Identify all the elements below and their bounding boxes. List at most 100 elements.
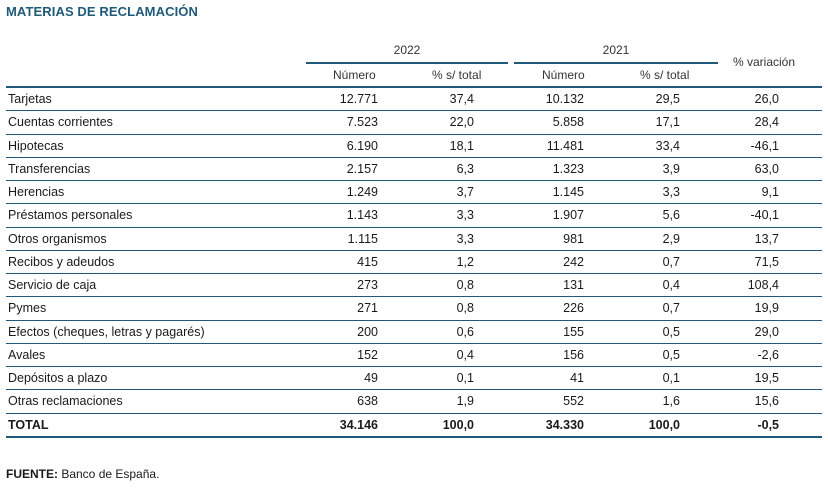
- cell-pct-2021: 0,4: [662, 278, 680, 292]
- cell-pct-2022: 3,3: [456, 231, 474, 246]
- cell-numero-2021: 5.858: [552, 115, 584, 130]
- cell-pct-2021: 0,1: [662, 371, 680, 385]
- cell-pct-2021: 17,1: [655, 115, 680, 130]
- cell-variacion: 26,0: [754, 92, 779, 106]
- cell-numero-2022: 49: [364, 371, 378, 385]
- cell-pct-2022: 0,4: [456, 347, 474, 362]
- cell-numero-2022: 7.523: [346, 115, 378, 130]
- cell-variacion: 29,0: [754, 324, 779, 339]
- cell-pct-2022: 3,3: [456, 208, 474, 223]
- cell-numero-2022: 1.143: [346, 208, 378, 223]
- row-label: Recibos y adeudos: [8, 254, 115, 269]
- cell-pct-2022: 6,3: [456, 161, 474, 176]
- table-row: Tarjetas 12.771 37,4 10.132 29,5 26,0: [6, 88, 822, 112]
- total-variacion: -0,5: [757, 417, 779, 432]
- cell-pct-2021: 0,5: [662, 324, 680, 339]
- cell-variacion: 9,1: [761, 185, 779, 199]
- table-row: Hipotecas 6.190 18,1 11.481 33,4 -46,1: [6, 135, 822, 158]
- cell-variacion: 19,5: [754, 371, 779, 385]
- cell-variacion: -40,1: [750, 208, 780, 223]
- cell-numero-2021: 155: [563, 324, 584, 339]
- source-label: FUENTE:: [6, 467, 58, 481]
- table-row: Recibos y adeudos 415 1,2 242 0,7 71,5: [6, 251, 822, 274]
- total-pct-2022: 100,0: [442, 417, 474, 432]
- header-year-2021: 2021: [602, 43, 630, 57]
- row-label: Pymes: [8, 301, 47, 316]
- cell-pct-2022: 0,6: [456, 324, 474, 339]
- cell-pct-2022: 1,2: [456, 254, 474, 269]
- cell-numero-2022: 6.190: [346, 138, 378, 153]
- table-top-rule: [6, 86, 822, 88]
- total-numero-2021: 34.330: [545, 417, 584, 432]
- cell-numero-2022: 638: [357, 394, 378, 409]
- table-row: Cuentas corrientes 7.523 22,0 5.858 17,1 28,4: [6, 111, 822, 135]
- cell-numero-2021: 242: [563, 254, 584, 269]
- table-row: Avales 152 0,4 156 0,5 -2,6: [6, 344, 822, 367]
- table-row: Herencias 1.249 3,7 1.145 3,3 9,1: [6, 181, 822, 205]
- row-label: Otras reclamaciones: [8, 394, 123, 409]
- cell-variacion: 108,4: [747, 278, 779, 292]
- table-row: Otros organismos 1.115 3,3 981 2,9 13,7: [6, 228, 822, 251]
- row-label: Hipotecas: [8, 138, 64, 153]
- cell-numero-2021: 131: [563, 278, 584, 292]
- table-body: Tarjetas 12.771 37,4 10.132 29,5 26,0 Cuentas…: [6, 88, 822, 438]
- source-text: Banco de España.: [58, 467, 160, 481]
- table-title: MATERIAS DE RECLAMACIÓN: [6, 4, 198, 19]
- total-row: TOTAL 34.146 100,0 34.330 100,0 -0,5: [6, 414, 822, 438]
- cell-pct-2021: 33,4: [655, 138, 680, 153]
- header-year-2021-rule: [514, 62, 718, 64]
- cell-numero-2021: 1.323: [552, 161, 584, 176]
- cell-variacion: -2,6: [757, 347, 779, 362]
- cell-numero-2022: 273: [357, 278, 378, 292]
- row-label: Transferencias: [8, 161, 91, 176]
- header-pct-2022: % s/ total: [432, 68, 482, 82]
- header-variacion: % variación: [733, 55, 796, 69]
- cell-pct-2022: 3,7: [456, 185, 474, 199]
- cell-pct-2021: 1,6: [662, 394, 680, 409]
- cell-numero-2021: 10.132: [545, 92, 584, 106]
- cell-numero-2022: 200: [357, 324, 378, 339]
- total-numero-2022: 34.146: [339, 417, 378, 432]
- header-year-2022: 2022: [393, 43, 421, 57]
- cell-numero-2022: 152: [357, 347, 378, 362]
- table-row: Efectos (cheques, letras y pagarés) 200 0,…: [6, 321, 822, 344]
- header-year-2022-rule: [306, 62, 508, 64]
- cell-variacion: 63,0: [754, 161, 779, 176]
- cell-numero-2021: 981: [563, 231, 584, 246]
- cell-numero-2021: 552: [563, 394, 584, 409]
- header-numero-2022: Número: [333, 68, 376, 82]
- cell-numero-2022: 1.115: [347, 231, 378, 246]
- cell-numero-2022: 2.157: [346, 161, 378, 176]
- cell-pct-2022: 22,0: [449, 115, 474, 130]
- cell-pct-2021: 2,9: [662, 231, 680, 246]
- table-row: Préstamos personales 1.143 3,3 1.907 5,6 -40,…: [6, 204, 822, 228]
- cell-pct-2021: 29,5: [655, 92, 680, 106]
- cell-pct-2022: 0,1: [456, 371, 474, 385]
- cell-pct-2022: 18,1: [449, 138, 474, 153]
- cell-pct-2021: 0,7: [662, 301, 680, 316]
- table-row: Servicio de caja 273 0,8 131 0,4 108,4: [6, 274, 822, 298]
- row-label: Depósitos a plazo: [8, 371, 108, 385]
- cell-numero-2022: 1.249: [346, 185, 378, 199]
- row-label: Efectos (cheques, letras y pagarés): [8, 324, 205, 339]
- table-row: Pymes 271 0,8 226 0,7 19,9: [6, 297, 822, 321]
- row-label: Otros organismos: [8, 231, 107, 246]
- cell-pct-2022: 37,4: [449, 92, 474, 106]
- cell-numero-2021: 11.481: [546, 138, 584, 153]
- cell-pct-2022: 0,8: [456, 301, 474, 316]
- total-pct-2021: 100,0: [648, 417, 680, 432]
- cell-numero-2021: 1.907: [552, 208, 584, 223]
- cell-numero-2022: 12.771: [339, 92, 378, 106]
- row-label: Servicio de caja: [8, 278, 97, 292]
- cell-pct-2021: 5,6: [662, 208, 680, 223]
- cell-numero-2021: 1.145: [552, 185, 584, 199]
- cell-pct-2021: 3,9: [662, 161, 680, 176]
- row-label: Préstamos personales: [8, 208, 133, 223]
- header-numero-2021: Número: [542, 68, 585, 82]
- cell-variacion: 28,4: [754, 115, 779, 130]
- cell-pct-2021: 0,5: [662, 347, 680, 362]
- cell-numero-2021: 156: [563, 347, 584, 362]
- cell-numero-2022: 271: [357, 301, 378, 316]
- cell-variacion: -46,1: [750, 138, 780, 153]
- table-row: Transferencias 2.157 6,3 1.323 3,9 63,0: [6, 158, 822, 181]
